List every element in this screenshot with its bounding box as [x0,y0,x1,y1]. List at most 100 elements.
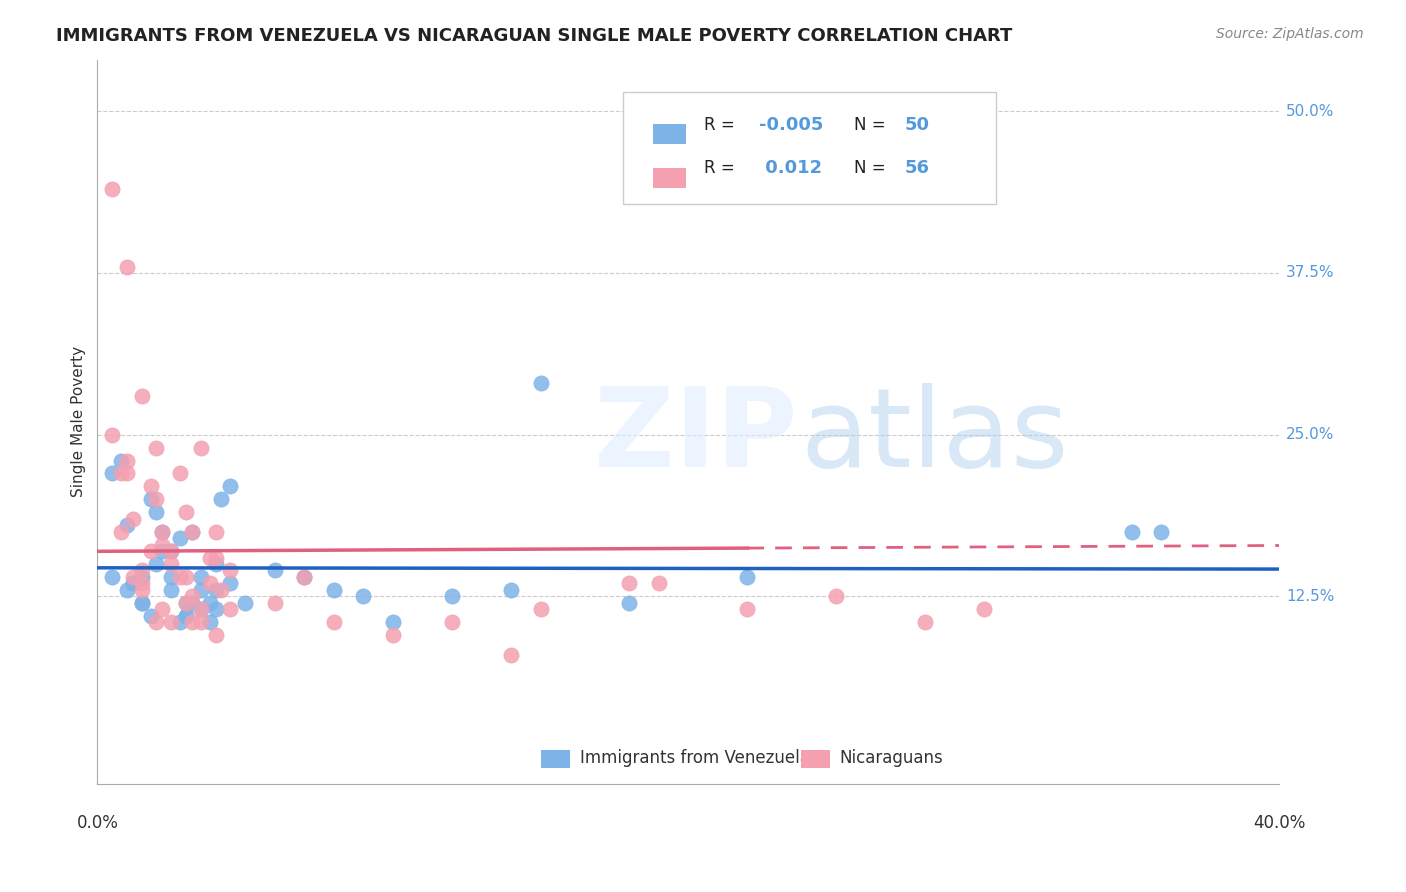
Point [648,576,671,591]
Text: ZIP: ZIP [593,383,797,490]
Point [292,570,315,584]
Point [131,576,153,591]
Point [110,467,132,481]
Point [219,564,242,578]
Text: IMMIGRANTS FROM VENEZUELA VS NICARAGUAN SINGLE MALE POVERTY CORRELATION CHART: IMMIGRANTS FROM VENEZUELA VS NICARAGUAN … [56,27,1012,45]
Point [160,570,183,584]
Point [204,628,226,642]
Point [190,570,212,584]
Point [440,615,463,630]
Point [160,582,183,597]
Point [737,602,759,616]
Point [263,564,285,578]
Y-axis label: Single Male Poverty: Single Male Poverty [72,346,86,497]
Point [211,582,233,597]
Point [169,615,191,630]
Point [204,550,226,565]
Point [190,441,212,455]
Text: 40.0%: 40.0% [1253,814,1306,832]
Point [160,544,183,558]
FancyBboxPatch shape [800,750,830,768]
Point [150,524,173,539]
Point [180,524,202,539]
Point [131,596,153,610]
Text: N =: N = [853,160,890,178]
Point [110,453,132,467]
Point [160,615,183,630]
Point [150,538,173,552]
Point [180,615,202,630]
Point [174,596,197,610]
Point [190,602,212,616]
Point [174,505,197,519]
Point [825,590,848,604]
Point [381,628,404,642]
Point [198,596,221,610]
Text: N =: N = [853,116,890,134]
Point [619,596,641,610]
Point [619,576,641,591]
Point [169,570,191,584]
Point [101,570,124,584]
Point [150,602,173,616]
Point [150,544,173,558]
Point [211,492,233,507]
Point [139,492,162,507]
Point [101,427,124,442]
Point [131,389,153,403]
Point [204,582,226,597]
Point [101,467,124,481]
Point [1121,524,1143,539]
FancyBboxPatch shape [623,92,995,204]
Point [131,570,153,584]
Point [381,615,404,630]
Point [150,524,173,539]
Point [180,590,202,604]
Point [131,596,153,610]
Point [440,590,463,604]
Point [145,615,167,630]
Point [139,608,162,623]
Point [121,576,143,591]
Point [737,570,759,584]
Point [131,582,153,597]
Point [160,544,183,558]
Text: 0.012: 0.012 [759,160,823,178]
Point [233,596,256,610]
Point [180,596,202,610]
Text: 12.5%: 12.5% [1286,589,1334,604]
Text: 37.5%: 37.5% [1286,266,1334,280]
Point [160,557,183,571]
Point [529,376,551,390]
Point [219,576,242,591]
Point [1150,524,1173,539]
Point [190,615,212,630]
Text: atlas: atlas [800,383,1069,490]
Point [914,615,936,630]
Point [115,518,138,533]
Text: Nicaraguans: Nicaraguans [839,749,943,767]
Text: 0.0%: 0.0% [76,814,118,832]
Point [499,582,522,597]
Point [499,648,522,662]
Text: 56: 56 [904,160,929,178]
Point [198,550,221,565]
FancyBboxPatch shape [652,168,686,188]
Point [174,608,197,623]
Point [131,564,153,578]
Point [115,582,138,597]
Text: R =: R = [703,160,740,178]
Point [145,557,167,571]
FancyBboxPatch shape [540,750,571,768]
Point [121,512,143,526]
Point [190,582,212,597]
Point [204,602,226,616]
Point [145,492,167,507]
Point [198,576,221,591]
Point [110,524,132,539]
Point [145,441,167,455]
Text: Immigrants from Venezuela: Immigrants from Venezuela [579,749,810,767]
Point [169,467,191,481]
Point [219,602,242,616]
Point [174,596,197,610]
